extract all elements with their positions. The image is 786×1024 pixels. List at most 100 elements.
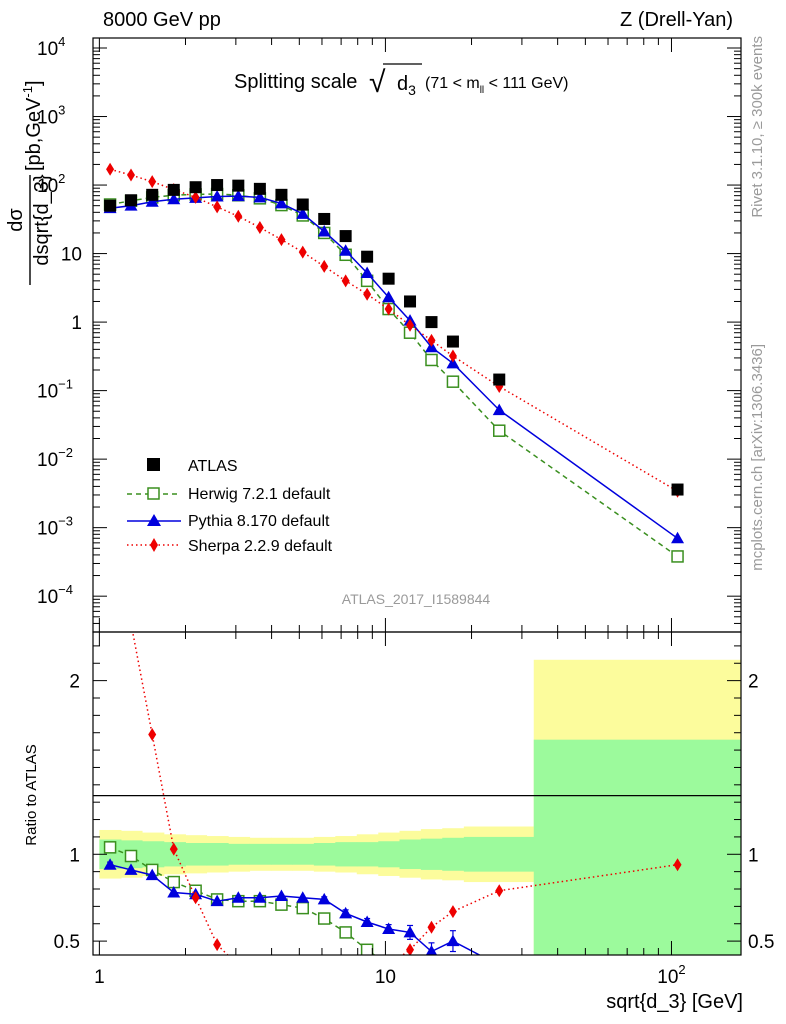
legend-label-herwig: Herwig 7.2.1 default xyxy=(188,486,331,503)
main-point-atlas xyxy=(232,179,245,192)
main-point-pythia xyxy=(145,195,159,207)
main-point-atlas xyxy=(339,230,352,243)
ratio-point-sherpa xyxy=(342,983,350,996)
main-point-atlas xyxy=(253,182,266,195)
main-point-sherpa xyxy=(341,274,350,288)
main-point-sherpa xyxy=(191,190,200,204)
main-point-sherpa xyxy=(298,245,307,259)
band-stat-bin xyxy=(378,841,401,868)
band-stat-bin xyxy=(420,838,443,870)
ratio-point-herwig xyxy=(426,974,437,985)
main-point-sherpa xyxy=(384,302,393,316)
main-point-pythia xyxy=(492,403,506,416)
ratio-point-pythia xyxy=(103,858,117,870)
band-stat-bin xyxy=(185,842,208,866)
main-plot-series xyxy=(103,162,685,563)
main-point-atlas xyxy=(361,250,374,263)
x-tick-label: 102 xyxy=(657,962,685,988)
legend-entry-herwig: Herwig 7.2.1 default xyxy=(127,486,331,503)
main-point-pythia xyxy=(296,207,310,219)
header-left-label: 8000 GeV pp xyxy=(103,9,221,31)
ratio-point-herwig xyxy=(447,977,458,988)
mcplots-label: mcplots.cern.ch [arXiv:1306.3436] xyxy=(749,344,766,571)
main-point-pythia xyxy=(274,196,288,209)
uncertainty-band-stat xyxy=(99,739,741,955)
main-y-axis-label: dσ dsqrt{d_3} [pb,GeV-1] xyxy=(5,80,53,285)
main-point-atlas xyxy=(125,194,138,207)
main-point-atlas xyxy=(189,181,202,194)
ratio-point-sherpa xyxy=(277,983,285,996)
ratio-point-herwig xyxy=(317,912,331,925)
main-point-atlas xyxy=(493,373,506,386)
main-point-sherpa xyxy=(320,259,329,273)
ratio-point-herwig xyxy=(103,841,117,854)
ratio-point-pythia xyxy=(231,891,245,903)
ratio-point-pythia xyxy=(296,891,310,903)
main-point-sherpa xyxy=(448,349,457,363)
ratio-point-sherpa xyxy=(406,943,415,955)
main-point-sherpa xyxy=(148,175,157,189)
ratio-plot-series xyxy=(103,431,682,1000)
main-point-pythia xyxy=(360,266,374,279)
axis-tick-labels: 1 10 102 10−4 10−3 10−2 10−1 1 10 102 103 104 0.5 0.5… xyxy=(37,34,774,988)
ratio-y-axis-label: Ratio to ATLAS xyxy=(23,744,40,845)
chart-title-root-symbol: √ xyxy=(369,66,386,99)
legend-entry-sherpa: Sherpa 2.2.9 default xyxy=(127,538,333,555)
ratio-point-sherpa xyxy=(148,727,157,741)
band-stat-bin xyxy=(292,843,315,865)
ratio-bands xyxy=(99,659,741,955)
main-point-pythia xyxy=(210,190,224,202)
ratio-point-sherpa xyxy=(106,431,114,444)
y-tick-label: 10−3 xyxy=(37,514,73,540)
main-line-sherpa xyxy=(109,168,678,492)
legend-marker-atlas xyxy=(147,458,160,471)
main-point-atlas xyxy=(404,295,417,308)
main-point-sherpa xyxy=(406,318,415,332)
x-tick-label: 10 xyxy=(375,967,396,988)
ratio-y-tick-label-right: 1 xyxy=(748,845,759,866)
ratio-point-pythia xyxy=(360,915,374,928)
main-series-herwig xyxy=(103,187,684,563)
ratio-plot-frame xyxy=(92,631,742,956)
ratio-point-sherpa xyxy=(169,842,178,856)
ratio-y-tick-label: 1 xyxy=(69,845,80,866)
ratio-point-sherpa xyxy=(299,987,307,1000)
ratio-point-pythia xyxy=(339,906,353,919)
y-tick-label: 1 xyxy=(71,313,82,334)
main-point-atlas xyxy=(211,179,224,192)
ratio-point-pythia xyxy=(425,945,438,955)
axis-ticks xyxy=(93,38,741,955)
ratio-point-sherpa xyxy=(673,858,682,872)
chart-title-variable: d3 xyxy=(397,73,416,98)
main-point-herwig xyxy=(425,353,438,367)
ratio-point-pythia xyxy=(210,894,224,907)
legend-marker-sherpa xyxy=(150,538,158,552)
ratio-point-pythia xyxy=(382,922,396,934)
x-axis-label: sqrt{d_3} [GeV] xyxy=(606,991,743,1013)
band-stat-bin xyxy=(442,837,465,871)
y-tick-label: 102 xyxy=(37,171,65,197)
ratio-series-sherpa xyxy=(106,431,682,1000)
y-tick-label: 10−4 xyxy=(37,582,73,608)
y-label-numerator: dσ xyxy=(5,208,27,232)
ratio-point-pythia xyxy=(493,959,506,971)
main-point-atlas xyxy=(275,188,288,201)
ratio-point-sherpa xyxy=(427,920,436,934)
legend-label-pythia: Pythia 8.170 default xyxy=(188,513,330,530)
main-point-pythia xyxy=(382,290,396,303)
band-stat-bin xyxy=(463,836,535,872)
main-point-atlas xyxy=(167,183,180,196)
ratio-point-pythia xyxy=(403,925,417,938)
band-stat-bin xyxy=(142,841,165,868)
y-label-denominator: dsqrt{d_3} xyxy=(31,174,53,266)
ratio-y-tick-label: 2 xyxy=(69,672,80,693)
ratio-point-pythia xyxy=(274,889,288,901)
legend-label-atlas: ATLAS xyxy=(188,458,238,475)
main-point-pythia xyxy=(231,189,245,202)
main-point-atlas xyxy=(382,272,395,285)
ratio-point-herwig xyxy=(167,875,181,889)
band-stat-bin xyxy=(270,843,293,865)
band-stat-bin xyxy=(206,842,229,866)
main-point-atlas xyxy=(425,316,438,329)
